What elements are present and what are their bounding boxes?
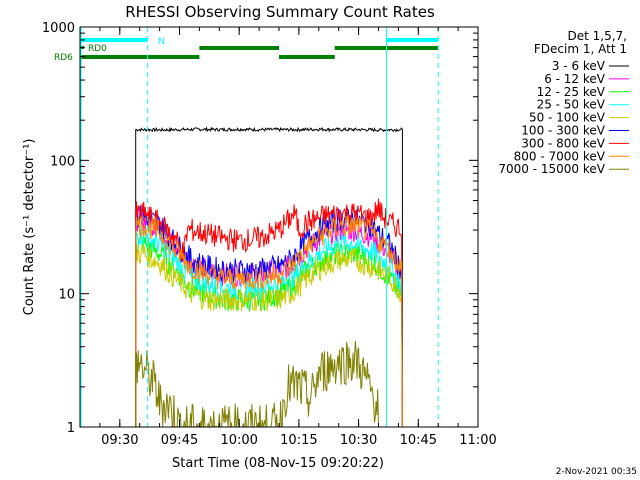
x-tick-label-3: 10:15: [280, 433, 317, 448]
series-line-4: [135, 243, 403, 428]
y-axis-label: Count Rate (s⁻¹ detector⁻¹): [22, 139, 37, 316]
x-tick-label-4: 10:30: [340, 433, 377, 448]
axes: 09:30 09:45 10:00 10:15 10:30 10:45 11:00 1 10 10…: [42, 21, 497, 448]
vertical-markers: [80, 27, 439, 427]
attenuator-label-n: N: [158, 37, 165, 47]
legend-label-7: 800 - 7000 keV: [514, 149, 606, 163]
chart-title: RHESSI Observing Summary Count Rates: [125, 3, 435, 21]
x-tick-label-0: 09:30: [101, 433, 138, 448]
series-line-7: [135, 215, 403, 428]
legend-label-4: 50 - 100 keV: [529, 111, 606, 125]
series-line-0: [135, 126, 403, 427]
legend-header-line-2: FDecim 1, Att 1: [534, 42, 627, 56]
y-tick-label-1: 10: [58, 288, 75, 303]
x-tick-label-1: 09:45: [161, 433, 198, 448]
attenuator-state-bars: N RD0: [80, 37, 439, 59]
legend-label-1: 6 - 12 keV: [544, 72, 606, 86]
series-layer: [135, 126, 403, 429]
x-tick-label-2: 10:00: [220, 433, 257, 448]
footer-date: 2-Nov-2021 00:35: [556, 467, 637, 477]
legend-label-5: 100 - 300 keV: [521, 124, 605, 138]
x-axis-label: Start Time (08-Nov-15 09:20:22): [172, 456, 384, 471]
y-tick-label-0: 1: [67, 421, 75, 436]
legend-label-0: 3 - 6 keV: [552, 59, 606, 73]
legend-label-6: 300 - 800 keV: [521, 136, 605, 150]
legend-label-2: 12 - 25 keV: [537, 85, 606, 99]
legend-label-8: 7000 - 15000 keV: [498, 162, 605, 176]
series-line-6: [135, 198, 403, 428]
x-tick-label-6: 11:00: [459, 433, 496, 448]
x-tick-label-5: 10:45: [400, 433, 437, 448]
y-tick-label-3: 1000: [42, 21, 75, 36]
series-line-8: [135, 340, 379, 429]
attenuator-label-rd0: RD0: [88, 44, 107, 54]
y-tick-label-2: 100: [50, 154, 75, 169]
attenuator-label-rd6: RD6: [54, 53, 73, 63]
legend-label-3: 25 - 50 keV: [537, 98, 606, 112]
legend-header-line-1: Det 1,5,7,: [568, 29, 628, 43]
